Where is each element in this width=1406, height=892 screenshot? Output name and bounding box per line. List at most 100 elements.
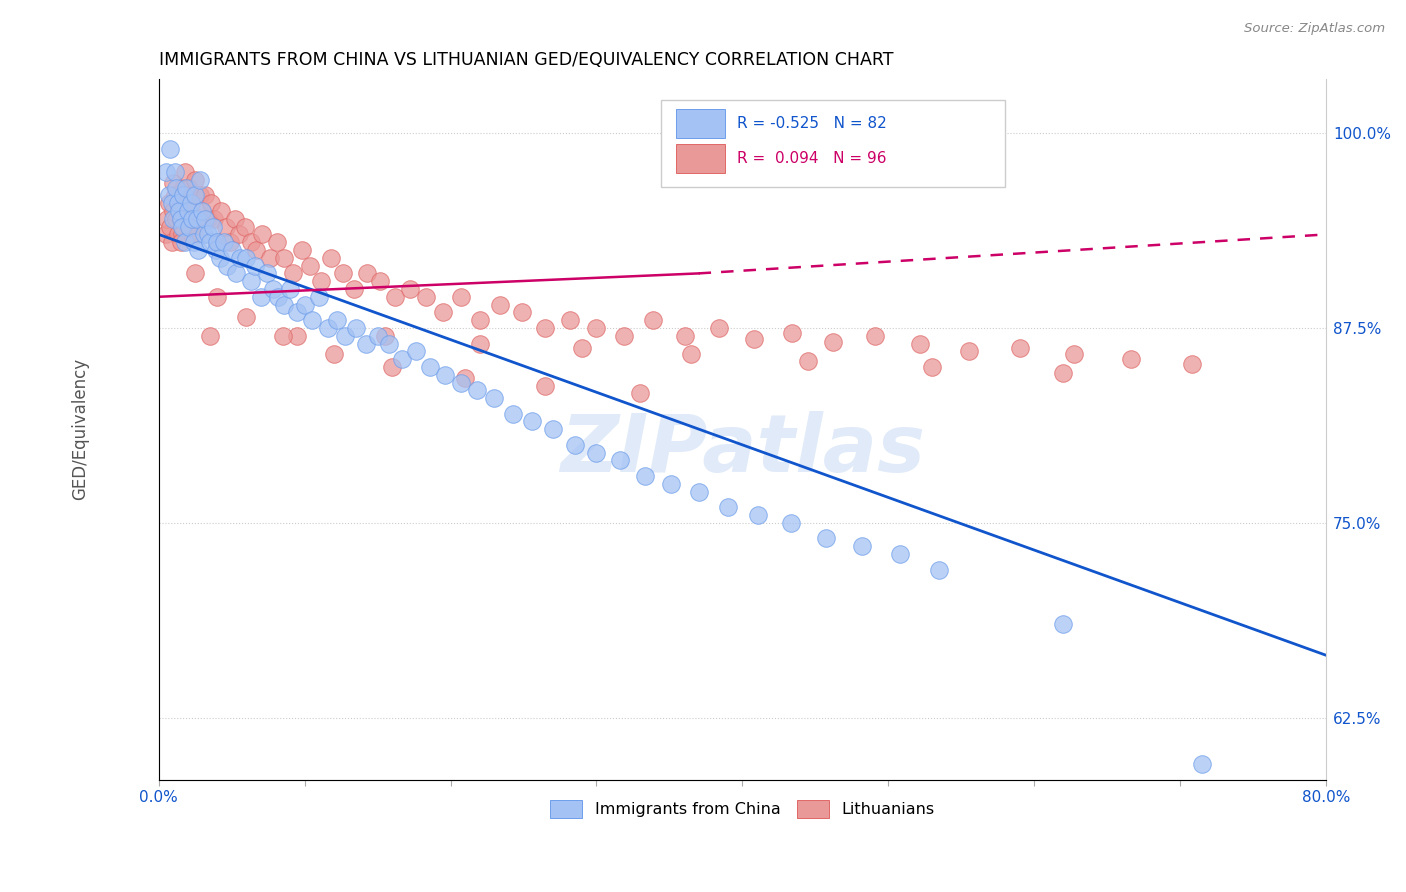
Point (214, 235, 236, 250)
Point (613, 328, 636, 343)
Point (155, 165, 177, 179)
Point (821, 334, 844, 349)
Point (910, 336, 932, 351)
Point (780, 326, 803, 340)
Point (188, 173, 211, 187)
Point (814, 532, 837, 546)
Point (465, 384, 488, 398)
Point (186, 211, 208, 226)
Point (335, 328, 357, 343)
Point (354, 336, 377, 351)
Point (1119, 352, 1142, 367)
Point (245, 243, 267, 257)
Point (228, 227, 250, 242)
Point (160, 196, 183, 211)
Point (217, 259, 239, 273)
Point (187, 227, 209, 242)
Point (747, 508, 769, 522)
Point (204, 243, 226, 257)
Point (259, 251, 281, 265)
Point (193, 227, 215, 242)
Point (381, 359, 404, 374)
Point (370, 274, 392, 288)
Legend: Immigrants from China, Lithuanians: Immigrants from China, Lithuanians (544, 793, 941, 824)
Point (205, 235, 228, 250)
Point (643, 313, 665, 327)
Point (159, 219, 181, 234)
Point (250, 290, 273, 304)
Point (202, 211, 225, 226)
Point (194, 188, 217, 202)
Point (1052, 366, 1074, 380)
Text: R = -0.525   N = 82: R = -0.525 N = 82 (737, 116, 886, 131)
Point (344, 321, 367, 335)
Text: Source: ZipAtlas.com: Source: ZipAtlas.com (1244, 22, 1385, 36)
Point (378, 336, 401, 351)
Point (162, 176, 184, 190)
Point (233, 219, 256, 234)
Point (454, 371, 477, 385)
Point (278, 282, 301, 296)
FancyBboxPatch shape (676, 109, 725, 138)
Point (229, 251, 252, 265)
Text: IMMIGRANTS FROM CHINA VS LITHUANIAN GED/EQUIVALENCY CORRELATION CHART: IMMIGRANTS FROM CHINA VS LITHUANIAN GED/… (159, 51, 893, 69)
Point (633, 469, 655, 483)
Point (468, 313, 491, 327)
Point (163, 188, 186, 202)
Point (267, 290, 290, 304)
Point (209, 204, 232, 219)
Point (173, 188, 195, 202)
Point (384, 290, 406, 304)
Point (235, 310, 257, 324)
Point (343, 282, 366, 296)
Point (585, 321, 607, 335)
Point (332, 266, 354, 280)
Point (271, 328, 294, 343)
Point (176, 180, 198, 194)
Text: R =  0.094   N = 96: R = 0.094 N = 96 (737, 151, 886, 166)
Point (165, 211, 187, 226)
Point (564, 438, 586, 452)
Point (502, 407, 524, 421)
Point (541, 422, 564, 436)
Point (221, 243, 243, 257)
Point (1063, 347, 1085, 361)
Point (299, 259, 322, 273)
Point (374, 328, 396, 343)
Point (742, 332, 765, 346)
Point (201, 219, 224, 234)
Point (432, 305, 454, 319)
Point (609, 453, 631, 467)
Point (675, 328, 697, 343)
Point (198, 328, 221, 343)
Point (180, 196, 202, 211)
Point (183, 235, 205, 250)
Point (205, 290, 228, 304)
Point (398, 282, 420, 296)
Point (160, 235, 183, 250)
Point (273, 251, 295, 265)
Point (215, 219, 238, 234)
Point (179, 180, 201, 194)
Point (170, 219, 193, 234)
Point (176, 188, 198, 202)
Point (319, 251, 342, 265)
Point (285, 328, 308, 343)
Point (308, 290, 330, 304)
Point (157, 188, 180, 202)
Point (1181, 357, 1204, 371)
Point (863, 328, 886, 343)
Point (356, 266, 378, 280)
Point (391, 352, 413, 367)
Point (534, 321, 557, 335)
Point (235, 251, 257, 265)
Point (707, 321, 730, 335)
Point (309, 274, 332, 288)
Point (571, 341, 593, 355)
Point (450, 376, 472, 390)
Point (162, 211, 184, 226)
Point (155, 227, 177, 242)
Point (301, 313, 323, 327)
Point (169, 235, 191, 250)
Point (163, 165, 186, 179)
